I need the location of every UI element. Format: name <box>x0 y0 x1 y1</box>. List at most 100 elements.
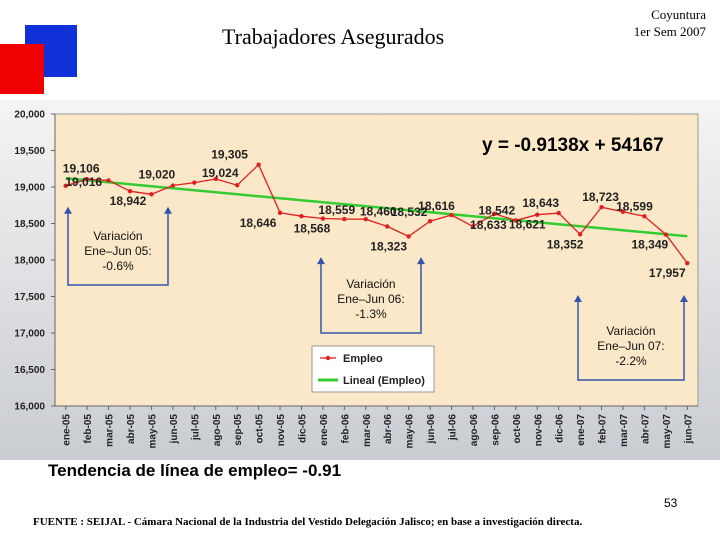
x-tick-label: may-07 <box>662 414 673 449</box>
x-tick-label: jun-05 <box>169 414 180 445</box>
data-point <box>84 177 90 182</box>
series-line-empleo <box>65 163 688 264</box>
data-point <box>577 232 583 237</box>
trend-equation: y = -0.9138x + 54167 <box>482 135 664 156</box>
y-tick-label: 16,500 <box>14 365 45 376</box>
y-tick-label: 18,500 <box>14 219 45 230</box>
trend-line <box>65 176 688 238</box>
data-label: 18,633 <box>470 218 507 232</box>
x-tick-label: dic-05 <box>297 414 308 443</box>
legend-label-empleo: Empleo <box>343 353 383 365</box>
x-tick-label: ago-06 <box>469 414 480 447</box>
legend: Empleo Lineal (Empleo) <box>311 345 435 393</box>
corner-label: Coyuntura 1er Sem 2007 <box>600 6 706 40</box>
x-tick-label: feb-06 <box>340 414 351 444</box>
callout-text: Variación <box>93 229 142 243</box>
x-tick-label: oct-06 <box>512 414 523 444</box>
data-point <box>385 224 390 229</box>
data-label: 18,616 <box>418 199 455 213</box>
data-label: 18,532 <box>391 205 428 219</box>
x-tick-label: abr-06 <box>383 414 394 444</box>
x-tick-label: ene-05 <box>62 414 73 446</box>
x-tick-label: oct-05 <box>255 414 266 444</box>
x-tick-label: nov-06 <box>533 414 544 447</box>
data-point <box>642 214 647 219</box>
data-point <box>320 216 326 221</box>
data-label: 19,020 <box>139 168 176 182</box>
callout-arrow-right <box>417 257 425 265</box>
legend-box <box>311 345 435 393</box>
x-tick-label: may-05 <box>147 414 158 449</box>
data-label: 18,323 <box>370 239 407 253</box>
data-label: 18,599 <box>616 199 653 213</box>
callout-text: -2.2% <box>615 354 647 368</box>
callout-arrow-left <box>64 206 72 214</box>
x-tick-label: may-06 <box>405 414 416 449</box>
callout-text: Ene–Jun 07: <box>597 339 664 353</box>
data-label: 19,016 <box>65 175 102 189</box>
y-tick-label: 19,500 <box>14 146 45 157</box>
data-point <box>127 189 133 194</box>
data-label: 18,643 <box>522 196 559 210</box>
data-label: 18,349 <box>631 238 668 252</box>
data-point <box>192 180 197 185</box>
data-point <box>363 216 368 222</box>
axes: 16,000 16,500 17,000 17,500 18,000 18,500 19,0… <box>14 110 698 449</box>
data-label: 18,942 <box>110 194 147 208</box>
y-tick-label: 17,500 <box>14 292 45 303</box>
data-point <box>599 205 604 210</box>
corner-line-1: Coyuntura <box>651 7 706 22</box>
callout-bracket <box>67 212 169 286</box>
data-point <box>213 176 218 182</box>
callout-bracket <box>577 301 685 381</box>
y-tick-label: 16,000 <box>14 402 45 413</box>
x-tick-label: jul-06 <box>448 414 459 442</box>
data-point <box>535 212 540 217</box>
x-tick-label: ene-06 <box>319 414 330 446</box>
slide-title: Trabajadores Asegurados <box>222 24 445 49</box>
page-number: 53 <box>664 496 678 510</box>
callout-text: -0.6% <box>102 259 134 273</box>
data-label: 19,024 <box>202 166 239 180</box>
x-tick-label: mar-06 <box>362 414 373 447</box>
data-label: 18,559 <box>318 203 355 217</box>
data-label: 19,106 <box>63 161 100 175</box>
x-tick-label: abr-05 <box>126 414 137 444</box>
x-tick-label: sep-06 <box>490 414 501 446</box>
data-point <box>106 178 111 183</box>
x-tick-label: ene-07 <box>576 414 587 446</box>
data-point <box>342 216 347 222</box>
data-label: 18,568 <box>294 222 331 236</box>
data-point <box>556 210 561 216</box>
y-tick-label: 20,000 <box>14 110 45 121</box>
data-label: 18,646 <box>240 216 277 230</box>
x-tick-label: abr-07 <box>640 414 651 444</box>
y-tick-label: 17,000 <box>14 329 45 340</box>
data-point <box>470 224 476 229</box>
employment-chart: y = -0.9138x + 54167 16,000 16,500 17,000 1… <box>0 100 720 460</box>
x-tick-label: jul-05 <box>190 414 201 442</box>
x-tick-label: mar-05 <box>105 414 116 447</box>
callout-text: Variación <box>606 324 655 338</box>
data-point <box>685 260 690 266</box>
x-tick-label: feb-05 <box>83 414 94 444</box>
series-layer <box>63 162 690 266</box>
callout-text: -1.3% <box>355 307 387 321</box>
trend-note: Tendencia de línea de empleo= -0.91 <box>48 461 342 480</box>
data-label: 19,305 <box>211 148 248 162</box>
data-point <box>513 218 519 223</box>
data-point <box>234 183 240 188</box>
x-tick-label: ago-05 <box>212 414 223 447</box>
callout-bracket <box>320 263 422 334</box>
trend-layer <box>65 176 688 238</box>
callout-arrow-right <box>164 206 172 214</box>
x-tick-label: dic-06 <box>555 414 566 443</box>
data-point <box>256 162 261 167</box>
source-note: FUENTE : SEIJAL - Cámara Nacional de la … <box>33 516 583 528</box>
data-point <box>149 192 154 197</box>
callout-arrow-left <box>574 295 582 303</box>
data-point <box>492 211 497 216</box>
data-point <box>277 210 283 216</box>
